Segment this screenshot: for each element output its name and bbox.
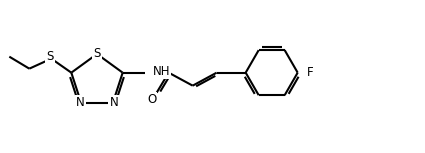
Text: NH: NH bbox=[153, 65, 170, 78]
Text: F: F bbox=[307, 66, 313, 79]
Text: N: N bbox=[110, 96, 118, 109]
Text: S: S bbox=[47, 50, 54, 63]
Text: S: S bbox=[94, 47, 101, 60]
Text: N: N bbox=[76, 96, 85, 109]
Text: O: O bbox=[147, 93, 156, 106]
